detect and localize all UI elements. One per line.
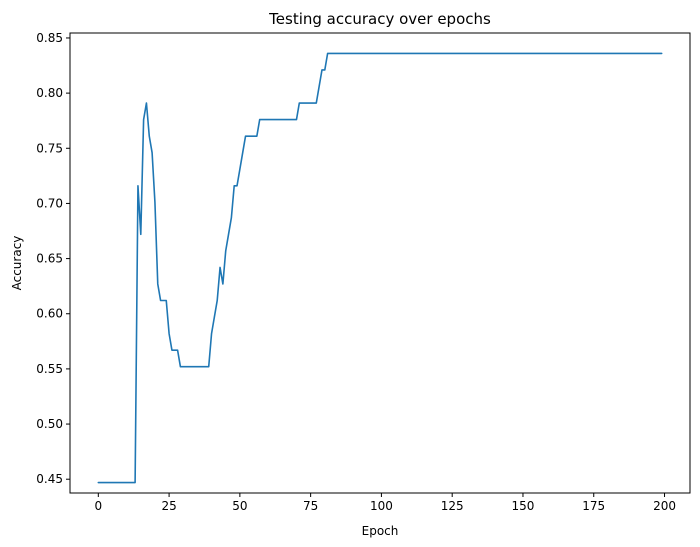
y-tick-label: 0.45 [36, 472, 63, 486]
x-tick-label: 0 [94, 499, 102, 513]
y-tick-label: 0.70 [36, 196, 63, 210]
y-tick-label: 0.80 [36, 86, 63, 100]
x-tick-label: 100 [370, 499, 393, 513]
y-tick-label: 0.55 [36, 362, 63, 376]
y-axis-label: Accuracy [10, 236, 24, 291]
y-tick-label: 0.75 [36, 141, 63, 155]
x-tick-label: 25 [161, 499, 176, 513]
accuracy-line [97, 52, 663, 484]
y-tick-label: 0.65 [36, 252, 63, 266]
y-tick-label: 0.50 [36, 417, 63, 431]
x-tick-label: 50 [232, 499, 247, 513]
x-tick-label: 175 [582, 499, 605, 513]
x-tick-label: 150 [512, 499, 535, 513]
plot-frame [69, 32, 691, 494]
plot-content [97, 52, 663, 484]
x-axis-label: Epoch [362, 524, 399, 538]
x-tick-label: 200 [653, 499, 676, 513]
y-tick-label: 0.85 [36, 31, 63, 45]
x-tick-label: 75 [303, 499, 318, 513]
x-tick-label: 125 [441, 499, 464, 513]
chart-title: Testing accuracy over epochs [268, 10, 491, 28]
y-axis-ticks: 0.45 0.50 0.55 0.60 0.65 0.70 0.75 0.80 0.85 [36, 31, 70, 486]
x-axis-ticks: 0 25 50 75 100 125 150 175 200 [94, 493, 676, 513]
y-tick-label: 0.60 [36, 307, 63, 321]
